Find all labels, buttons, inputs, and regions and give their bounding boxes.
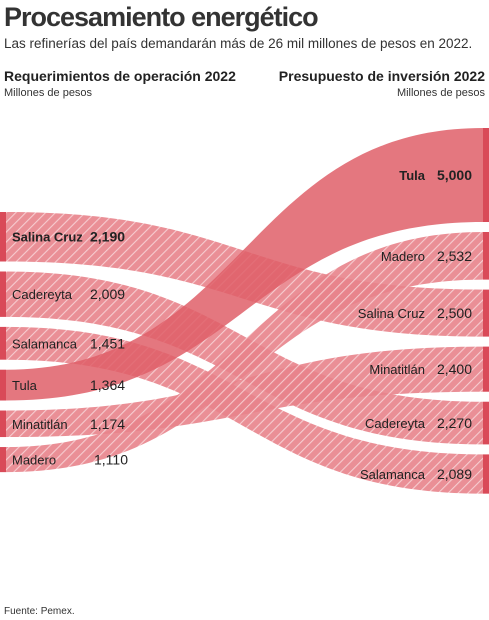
right-column-header: Presupuesto de inversión 2022: [278, 68, 485, 84]
left-bar-salina-cruz: [0, 212, 6, 262]
left-bar-cadereyta: [0, 271, 6, 317]
left-label-salamanca: Salamanca: [12, 336, 78, 351]
left-value-salamanca: 1,451: [90, 335, 125, 351]
flow-madero: [6, 232, 483, 473]
right-bar-salina-cruz: [483, 289, 489, 337]
right-value-tula: 5,000: [437, 167, 472, 183]
right-label-salamanca: Salamanca: [360, 467, 426, 482]
right-bar-salamanca: [483, 454, 489, 494]
right-bar-tula: [483, 128, 489, 222]
right-value-cadereyta: 2,270: [437, 415, 472, 431]
right-label-madero: Madero: [381, 249, 425, 264]
chart-subtitle: Las refinerías del país demandarán más d…: [4, 36, 473, 51]
flow-minatitlan: [6, 346, 483, 438]
left-label-tula: Tula: [12, 378, 38, 393]
left-value-tula: 1,364: [90, 377, 125, 393]
right-bar-minatitlan: [483, 346, 489, 392]
left-column-unit: Millones de pesos: [4, 87, 93, 99]
left-value-madero: 1,110: [94, 452, 128, 468]
left-bar-salamanca: [0, 326, 6, 360]
chart-title: Procesamiento energético: [4, 2, 319, 32]
left-column-header: Requerimientos de operación 2022: [4, 68, 236, 84]
left-bar-madero: [0, 447, 6, 473]
right-label-cadereyta: Cadereyta: [365, 416, 426, 431]
right-label-tula: Tula: [399, 168, 426, 183]
left-bar-tula: [0, 369, 6, 401]
left-label-madero: Madero: [12, 453, 56, 468]
left-value-cadereyta: 2,009: [90, 286, 125, 302]
right-bar-madero: [483, 232, 489, 280]
right-label-salina-cruz: Salina Cruz: [358, 306, 425, 321]
right-value-salamanca: 2,089: [437, 466, 472, 482]
left-bar-minatitlan: [0, 410, 6, 438]
flow-tula: [6, 128, 483, 401]
left-label-salina-cruz: Salina Cruz: [12, 230, 83, 245]
right-value-madero: 2,532: [437, 248, 472, 264]
left-value-minatitlan: 1,174: [90, 416, 125, 432]
left-value-salina-cruz: 2,190: [90, 229, 125, 245]
left-label-minatitlan: Minatitlán: [12, 417, 68, 432]
right-bar-cadereyta: [483, 401, 489, 445]
left-label-cadereyta: Cadereyta: [12, 287, 73, 302]
right-value-minatitlan: 2,400: [437, 361, 472, 377]
source-note: Fuente: Pemex.: [4, 606, 75, 617]
right-label-minatitlan: Minatitlán: [369, 362, 425, 377]
right-column-unit: Millones de pesos: [396, 87, 485, 99]
right-value-salina-cruz: 2,500: [437, 305, 472, 321]
